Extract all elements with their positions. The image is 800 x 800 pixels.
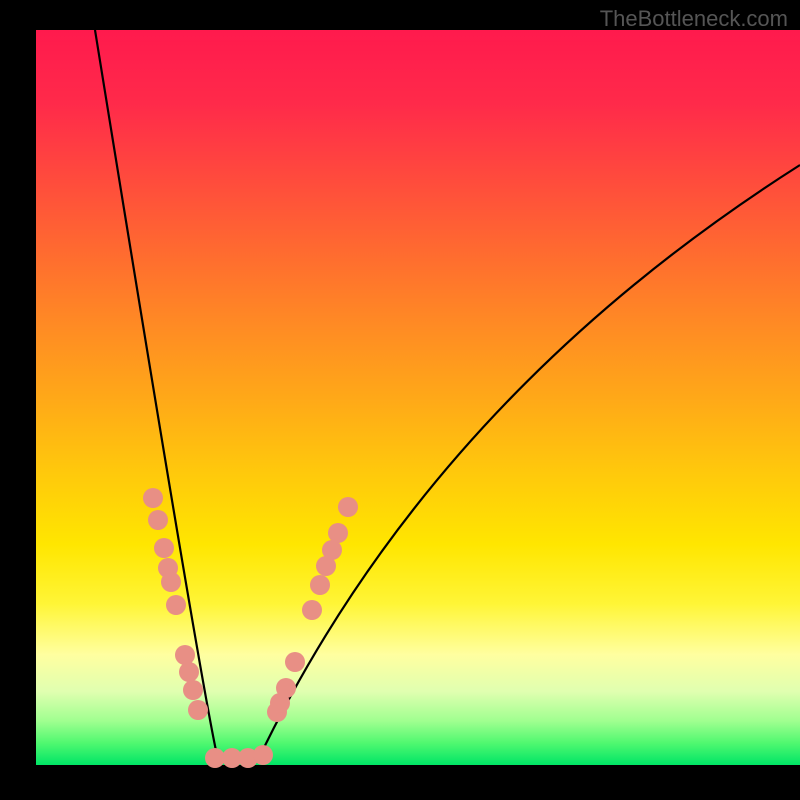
data-marker [154, 538, 174, 558]
data-marker [322, 540, 342, 560]
data-marker [175, 645, 195, 665]
data-marker [148, 510, 168, 530]
data-marker [166, 595, 186, 615]
bottleneck-curve [95, 30, 800, 760]
data-marker [302, 600, 322, 620]
data-marker [183, 680, 203, 700]
data-marker [161, 572, 181, 592]
data-marker [328, 523, 348, 543]
data-markers [143, 488, 358, 768]
data-marker [253, 745, 273, 765]
data-marker [143, 488, 163, 508]
watermark-text: TheBottleneck.com [600, 6, 788, 32]
chart-container: TheBottleneck.com [0, 0, 800, 800]
data-marker [188, 700, 208, 720]
data-marker [338, 497, 358, 517]
chart-overlay [0, 0, 800, 800]
data-marker [310, 575, 330, 595]
data-marker [276, 678, 296, 698]
data-marker [285, 652, 305, 672]
data-marker [179, 662, 199, 682]
